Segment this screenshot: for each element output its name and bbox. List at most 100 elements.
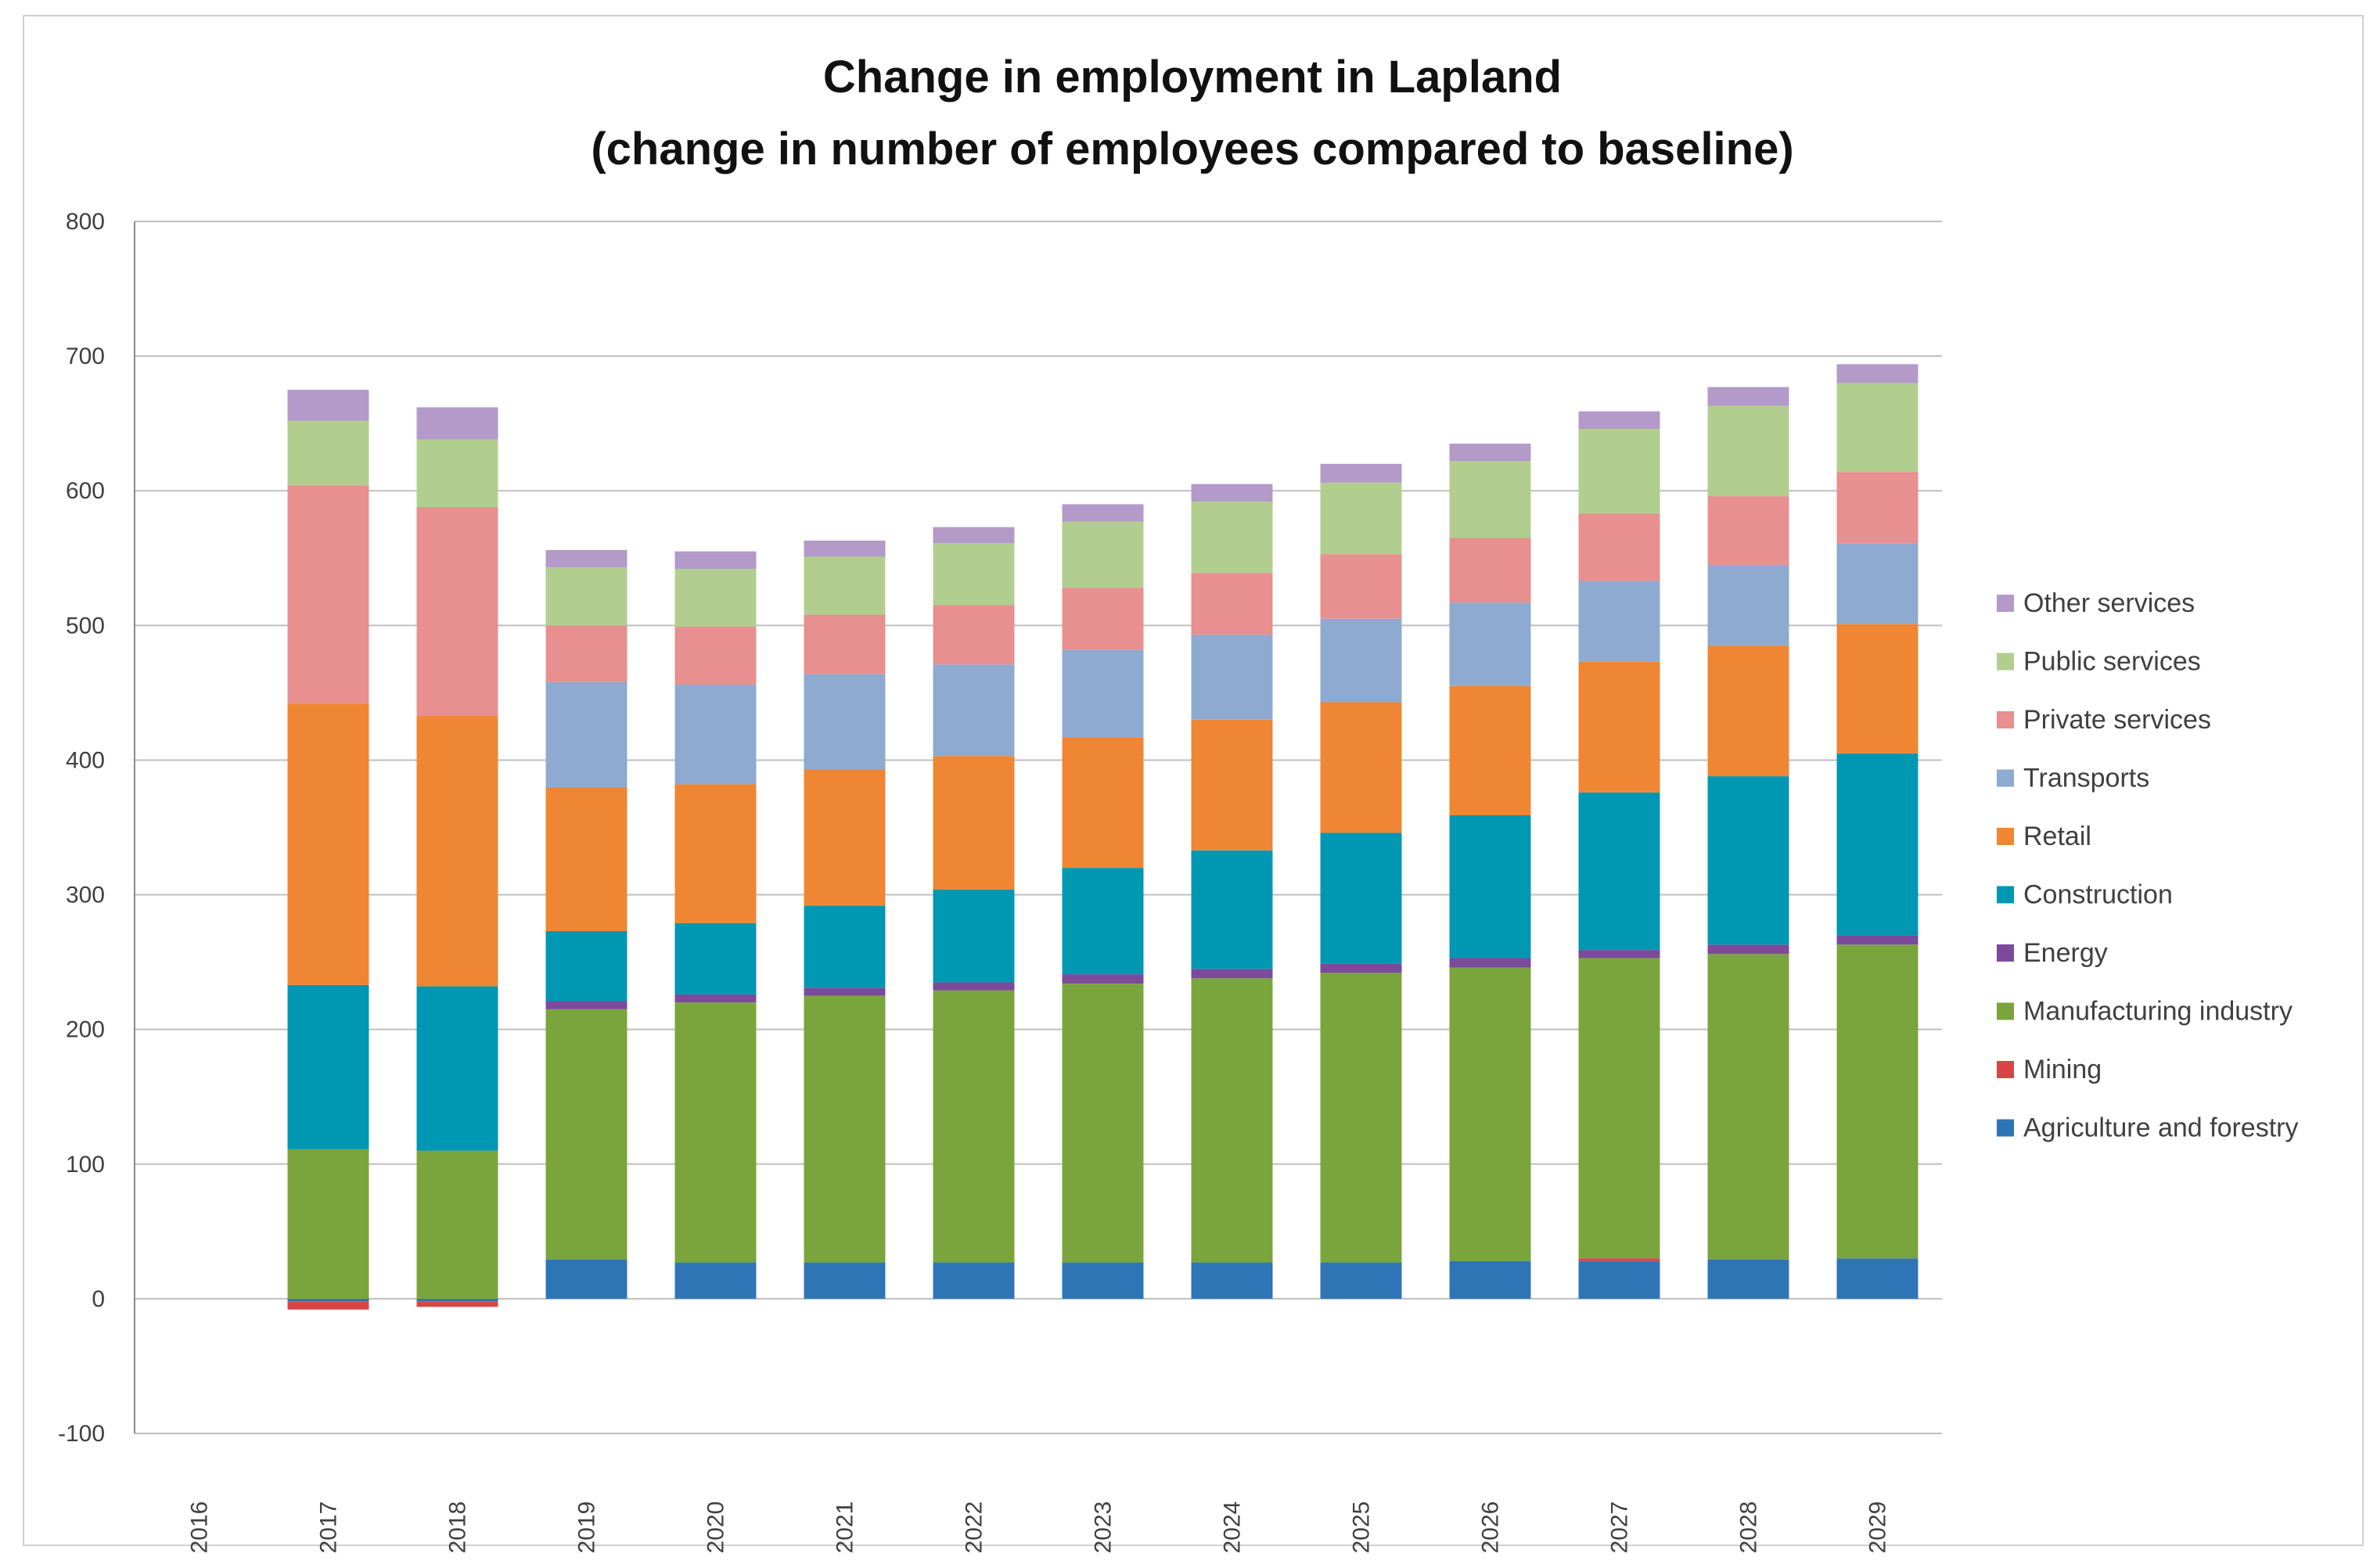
bar-segment-public-services-2024 xyxy=(1191,501,1273,574)
bar-segment-public-services-2019 xyxy=(545,567,628,626)
legend: Other services Public services Private ser… xyxy=(1997,588,2299,1143)
bar-segment-energy-2027 xyxy=(1578,950,1660,958)
bar-segment-transports-2022 xyxy=(933,664,1015,757)
bar-segment-manufacturing-industry-2029 xyxy=(1836,944,1919,1259)
bar-segment-private-services-2021 xyxy=(804,614,886,674)
bar-segment-energy-2024 xyxy=(1191,969,1273,979)
bar-segment-other-services-2026 xyxy=(1449,443,1531,462)
legend-swatch xyxy=(1997,595,2014,612)
bar-segment-construction-2018 xyxy=(416,986,498,1151)
y-tick-label: -100 xyxy=(58,1421,105,1447)
bar-segment-construction-2020 xyxy=(674,922,757,994)
bar-segment-retail-2029 xyxy=(1836,624,1919,753)
bar-segment-manufacturing-industry-2018 xyxy=(416,1150,498,1299)
bar-segment-public-services-2023 xyxy=(1062,521,1144,588)
bar-segment-other-services-2022 xyxy=(933,527,1015,544)
bar-segment-private-services-2019 xyxy=(545,625,628,682)
bar-segment-energy-2022 xyxy=(933,982,1015,991)
y-tick-label: 100 xyxy=(66,1152,105,1178)
bar-segment-other-services-2020 xyxy=(674,551,757,570)
bar-segment-private-services-2028 xyxy=(1707,496,1789,565)
bar-segment-other-services-2023 xyxy=(1062,504,1144,522)
bar-segment-other-services-2019 xyxy=(545,549,628,568)
legend-label: Private services xyxy=(2023,705,2211,735)
bar-segment-other-services-2024 xyxy=(1191,484,1273,502)
x-tick-label: 2018 xyxy=(445,1501,471,1554)
chart-subtitle: (change in number of employees compared … xyxy=(591,124,1793,174)
bar-segment-retail-2018 xyxy=(416,715,498,987)
bar-segment-agriculture-and-forestry-2026 xyxy=(1449,1261,1531,1299)
y-tick-label: 200 xyxy=(66,1017,105,1043)
bar-segment-retail-2028 xyxy=(1707,646,1789,777)
bar-segment-transports-2023 xyxy=(1062,649,1144,738)
bar-segment-agriculture-and-forestry-2027 xyxy=(1578,1261,1660,1299)
x-tick-label: 2028 xyxy=(1736,1501,1762,1554)
bar-segment-private-services-2023 xyxy=(1062,588,1144,650)
bar-segment-construction-2028 xyxy=(1707,776,1789,945)
x-tick-label: 2019 xyxy=(574,1501,600,1554)
bar-segment-construction-2026 xyxy=(1449,815,1531,958)
bar-segment-manufacturing-industry-2027 xyxy=(1578,958,1660,1259)
bar-segment-agriculture-and-forestry-2023 xyxy=(1062,1262,1144,1299)
bar-segment-other-services-2029 xyxy=(1836,364,1919,383)
legend-swatch xyxy=(1997,828,2014,845)
bar-segment-other-services-2027 xyxy=(1578,411,1660,430)
legend-label: Retail xyxy=(2023,822,2091,851)
bar-segment-transports-2028 xyxy=(1707,564,1789,646)
bar-segment-private-services-2027 xyxy=(1578,513,1660,581)
bars xyxy=(287,364,1919,1310)
y-tick-label: 700 xyxy=(66,343,105,369)
bar-segment-public-services-2020 xyxy=(674,569,757,628)
bar-segment-transports-2024 xyxy=(1191,635,1273,720)
bar-segment-construction-2022 xyxy=(933,889,1015,983)
legend-label: Construction xyxy=(2023,880,2173,910)
bar-segment-construction-2025 xyxy=(1320,833,1402,964)
bar-segment-private-services-2026 xyxy=(1449,538,1531,603)
bar-segment-construction-2027 xyxy=(1578,792,1660,951)
bar-segment-construction-2029 xyxy=(1836,753,1919,936)
bar-segment-public-services-2018 xyxy=(416,439,498,507)
x-axis-ticks: 2016 2017 2018 2019 2020 2021 2022 2023 2024 2025… xyxy=(187,1501,1891,1554)
bar-segment-energy-2026 xyxy=(1449,958,1531,968)
bar-segment-manufacturing-industry-2022 xyxy=(933,990,1015,1263)
bar-segment-public-services-2025 xyxy=(1320,482,1402,555)
bar-segment-public-services-2029 xyxy=(1836,383,1919,473)
bar-segment-construction-2023 xyxy=(1062,868,1144,975)
legend-label: Agriculture and forestry xyxy=(2023,1113,2299,1143)
bar-segment-manufacturing-industry-2028 xyxy=(1707,954,1789,1260)
x-tick-label: 2027 xyxy=(1607,1501,1633,1554)
bar-segment-public-services-2027 xyxy=(1578,429,1660,514)
bar-segment-public-services-2028 xyxy=(1707,405,1789,497)
bar-segment-other-services-2021 xyxy=(804,540,886,557)
bar-segment-agriculture-and-forestry-2028 xyxy=(1707,1259,1789,1299)
bar-segment-mining-2027 xyxy=(1578,1258,1660,1261)
bar-segment-construction-2024 xyxy=(1191,850,1273,969)
chart-title: Change in employment in Lapland xyxy=(823,52,1562,102)
bar-segment-energy-2020 xyxy=(674,994,757,1003)
bar-segment-private-services-2029 xyxy=(1836,472,1919,544)
bar-segment-agriculture-and-forestry-2022 xyxy=(933,1262,1015,1299)
bar-segment-agriculture-and-forestry-2018 xyxy=(416,1298,498,1302)
y-tick-label: 500 xyxy=(66,613,105,638)
legend-swatch xyxy=(1997,886,2014,904)
legend-swatch xyxy=(1997,1002,2014,1020)
bar-segment-retail-2024 xyxy=(1191,719,1273,851)
bar-segment-transports-2027 xyxy=(1578,581,1660,662)
bar-segment-retail-2021 xyxy=(804,769,886,906)
bar-segment-public-services-2026 xyxy=(1449,461,1531,538)
x-tick-label: 2016 xyxy=(187,1501,213,1554)
x-tick-label: 2022 xyxy=(962,1501,987,1554)
bar-segment-manufacturing-industry-2017 xyxy=(287,1149,369,1299)
bar-segment-transports-2021 xyxy=(804,674,886,770)
bar-segment-manufacturing-industry-2020 xyxy=(674,1002,757,1263)
y-tick-label: 300 xyxy=(66,883,105,908)
bar-segment-private-services-2024 xyxy=(1191,573,1273,635)
bar-segment-energy-2028 xyxy=(1707,944,1789,955)
bar-segment-other-services-2025 xyxy=(1320,463,1402,483)
legend-swatch xyxy=(1997,769,2014,787)
y-tick-label: 400 xyxy=(66,747,105,773)
x-tick-label: 2020 xyxy=(703,1501,729,1554)
bar-segment-agriculture-and-forestry-2024 xyxy=(1191,1262,1273,1299)
bar-segment-retail-2020 xyxy=(674,784,757,923)
